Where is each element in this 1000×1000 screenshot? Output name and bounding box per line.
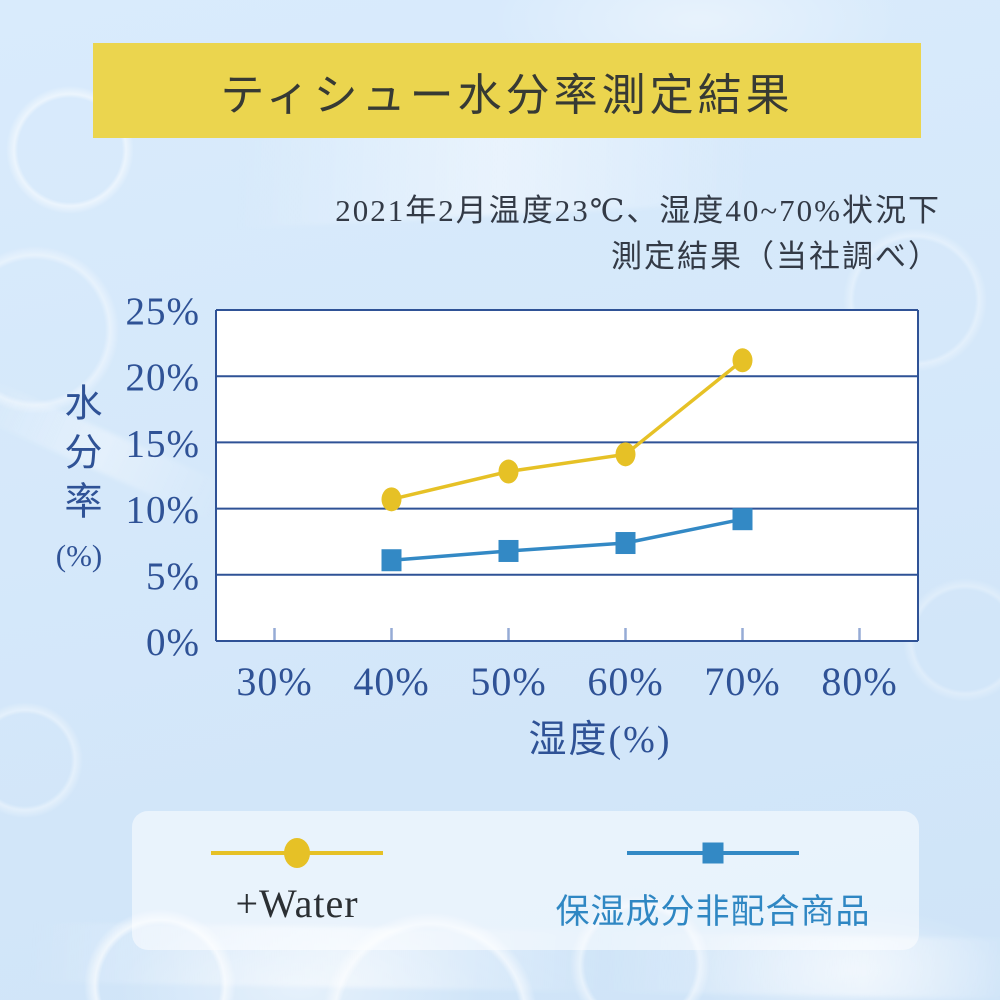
x-tick-label: 60%	[587, 659, 663, 704]
data-point-water	[498, 459, 519, 484]
y-axis-title-text: 水分率	[58, 383, 100, 530]
title-banner: ティシュー水分率測定結果	[93, 43, 921, 138]
data-point-no-moisturizer	[615, 532, 636, 555]
data-point-water	[615, 442, 636, 467]
y-tick-label: 25%	[126, 290, 201, 333]
subtitle-line-1: 2021年2月温度23℃、湿度40~70%状況下	[335, 193, 941, 228]
data-point-no-moisturizer	[498, 539, 519, 562]
legend-label-water: +Water	[235, 881, 359, 926]
x-tick-label: 40%	[353, 659, 429, 704]
legend-label-no-moisturizer: 保湿成分非配合商品	[555, 894, 871, 931]
series-line-no-moisturizer	[391, 517, 743, 562]
y-tick-label: 15%	[126, 422, 201, 465]
legend-panel: +Water 保湿成分非配合商品	[132, 811, 919, 950]
data-point-water	[732, 348, 753, 373]
y-tick-label: 10%	[126, 489, 201, 532]
data-point-water	[381, 487, 402, 512]
x-tick-label: 50%	[470, 659, 546, 704]
series-line-water	[391, 358, 744, 502]
data-point-no-moisturizer	[381, 549, 402, 572]
y-axis-title-unit: (%)	[55, 538, 103, 573]
legend-key-no-moisturizer	[627, 838, 799, 868]
y-tick-label: 20%	[126, 356, 201, 399]
x-tick-label: 70%	[704, 659, 780, 704]
x-tick-label: 80%	[821, 659, 897, 704]
legend-item-water: +Water	[187, 838, 407, 927]
y-tick-label: 5%	[146, 555, 200, 598]
subtitle-line-2: 測定結果（当社調べ）	[611, 239, 941, 274]
water-series-marker-icon	[284, 838, 310, 868]
y-tick-label: 0%	[146, 621, 200, 664]
x-tick-label: 30%	[236, 659, 312, 704]
subtitle: 2021年2月温度23℃、湿度40~70%状況下 測定結果（当社調べ）	[335, 188, 941, 280]
plot-area	[216, 310, 918, 641]
x-axis-title: 湿度(%)	[528, 719, 672, 761]
y-axis-title: 水分率 (%)	[46, 383, 112, 574]
data-point-no-moisturizer	[732, 508, 753, 531]
no-moisturizer-series-marker-icon	[702, 842, 724, 864]
legend-key-water	[211, 838, 383, 868]
chart-svg: 30% 40% 50% 60% 70% 80% 0% 5% 10% 15% 20% 25%	[126, 290, 919, 704]
page-title: ティシュー水分率測定結果	[220, 70, 794, 120]
legend-item-no-moisturizer: 保湿成分非配合商品	[555, 838, 871, 933]
